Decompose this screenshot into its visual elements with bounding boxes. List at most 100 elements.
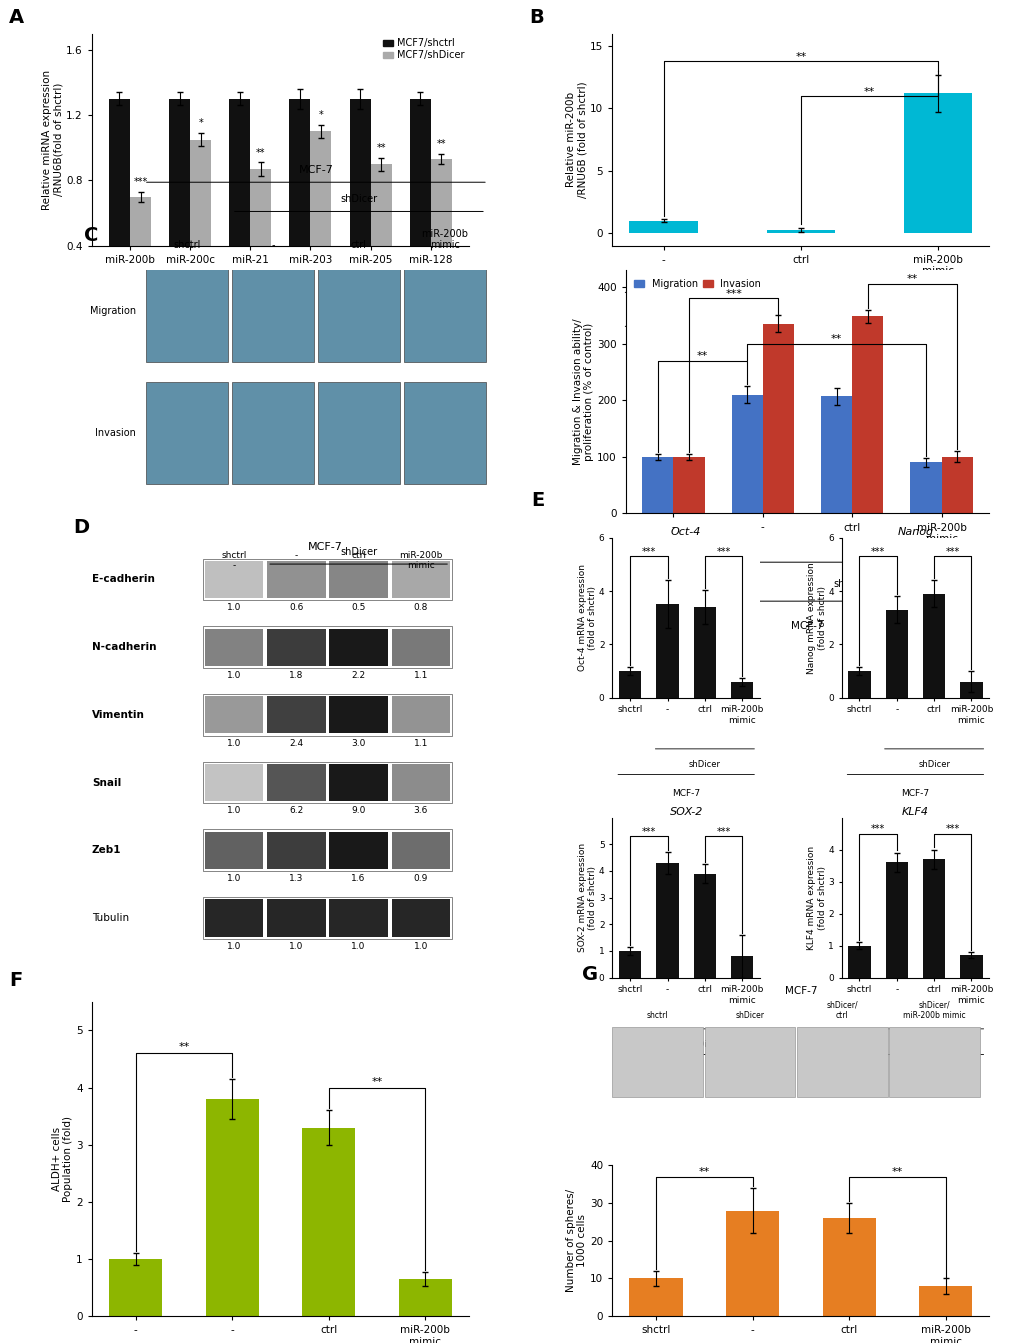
Text: Vimentin: Vimentin — [92, 710, 145, 720]
Bar — [884, 610, 907, 697]
Text: B: B — [529, 8, 543, 27]
FancyBboxPatch shape — [231, 261, 314, 363]
Text: **: ** — [830, 334, 842, 344]
Bar — [959, 955, 981, 978]
Bar — [329, 629, 387, 666]
Text: ***: *** — [945, 825, 959, 834]
Bar — [629, 1279, 682, 1316]
Bar — [673, 457, 704, 513]
Legend: MCF7/shctrl, MCF7/shDicer: MCF7/shctrl, MCF7/shDicer — [382, 39, 464, 60]
Text: shDicer: shDicer — [917, 760, 949, 770]
Text: **: ** — [376, 142, 385, 153]
Text: shDicer: shDicer — [339, 548, 377, 557]
Text: 0.8: 0.8 — [414, 603, 428, 612]
Bar — [391, 764, 449, 802]
Bar — [267, 831, 325, 869]
Text: ***: *** — [641, 827, 655, 837]
Text: ***: *** — [945, 547, 959, 557]
Text: *: * — [198, 118, 203, 128]
Bar — [169, 99, 190, 312]
Text: 2.4: 2.4 — [289, 739, 304, 748]
Bar — [731, 682, 753, 697]
Bar — [655, 604, 678, 697]
Text: miR-200b
mimic: miR-200b mimic — [421, 228, 468, 250]
Bar — [267, 900, 325, 936]
Bar — [350, 99, 370, 312]
FancyBboxPatch shape — [404, 261, 485, 363]
Text: 1.3: 1.3 — [289, 874, 304, 884]
Text: 3.6: 3.6 — [414, 806, 428, 815]
Bar — [250, 169, 271, 312]
Bar — [629, 220, 697, 234]
Bar — [289, 99, 310, 312]
Title: KLF4: KLF4 — [901, 807, 928, 817]
Y-axis label: Number of spheres/
1000 cells: Number of spheres/ 1000 cells — [566, 1189, 587, 1292]
Text: 2.2: 2.2 — [352, 672, 366, 680]
Text: 6.2: 6.2 — [289, 806, 304, 815]
Text: ctrl: ctrl — [351, 240, 367, 250]
Text: 1.0: 1.0 — [414, 941, 428, 951]
Text: MCF-7: MCF-7 — [901, 788, 928, 798]
Bar — [731, 956, 753, 978]
Bar — [903, 94, 971, 234]
Text: **: ** — [436, 140, 445, 149]
Text: shDicer: shDicer — [850, 309, 888, 320]
Text: MCF-7: MCF-7 — [672, 1069, 700, 1078]
Text: **: ** — [906, 274, 917, 285]
Bar — [884, 862, 907, 978]
Bar — [851, 317, 882, 513]
Text: **: ** — [863, 87, 874, 97]
Text: MCF-7: MCF-7 — [299, 165, 333, 175]
Bar — [205, 764, 263, 802]
Text: E-cadherin: E-cadherin — [92, 575, 155, 584]
Bar — [267, 764, 325, 802]
Y-axis label: Oct-4 mRNA expression
(fold of shctrl): Oct-4 mRNA expression (fold of shctrl) — [578, 564, 597, 672]
Text: **: ** — [178, 1042, 190, 1053]
Text: *: * — [318, 110, 323, 120]
FancyBboxPatch shape — [231, 381, 314, 485]
Text: 1.0: 1.0 — [227, 941, 242, 951]
Bar — [302, 1128, 355, 1316]
Bar — [109, 1258, 162, 1316]
Text: 1.0: 1.0 — [227, 874, 242, 884]
Text: 1.0: 1.0 — [352, 941, 366, 951]
Bar — [391, 561, 449, 598]
Y-axis label: ALDH+ cells
Population (fold): ALDH+ cells Population (fold) — [52, 1116, 73, 1202]
Text: MCF-7: MCF-7 — [672, 788, 700, 798]
Bar — [391, 629, 449, 666]
Bar — [909, 462, 941, 513]
Bar — [329, 764, 387, 802]
FancyBboxPatch shape — [889, 1027, 979, 1097]
Text: G: G — [582, 964, 597, 983]
Bar — [820, 396, 851, 513]
Bar — [205, 900, 263, 936]
Text: N-cadherin: N-cadherin — [92, 642, 156, 653]
Y-axis label: Relative miR-200b
/RNU6B (fold of shctrl): Relative miR-200b /RNU6B (fold of shctrl… — [566, 82, 587, 197]
Y-axis label: KLF4 mRNA expression
(fold of shctrl): KLF4 mRNA expression (fold of shctrl) — [806, 846, 826, 950]
Bar — [430, 160, 451, 312]
Text: ***: *** — [870, 547, 884, 557]
Bar — [205, 561, 263, 598]
Bar — [619, 951, 641, 978]
Text: Tubulin: Tubulin — [92, 913, 128, 923]
Bar — [329, 900, 387, 936]
Text: E: E — [531, 490, 543, 510]
Text: -: - — [271, 240, 274, 250]
Y-axis label: Relative miRNA expression
/RNU6B(fold of shctrl): Relative miRNA expression /RNU6B(fold of… — [42, 70, 63, 210]
Y-axis label: Migration & Invasion ability/
proliferation (% of control): Migration & Invasion ability/ proliferat… — [572, 318, 594, 465]
Text: miR-200b
mimic: miR-200b mimic — [398, 551, 442, 571]
Bar — [693, 607, 715, 697]
Text: shctrl
-: shctrl - — [221, 551, 247, 571]
Text: shctrl: shctrl — [649, 309, 677, 320]
Text: 1.0: 1.0 — [227, 739, 242, 748]
Text: MCF-7: MCF-7 — [308, 543, 342, 552]
Text: shctrl: shctrl — [659, 579, 687, 590]
Bar — [848, 945, 870, 978]
FancyBboxPatch shape — [796, 1027, 887, 1097]
Text: shDicer: shDicer — [688, 1039, 720, 1049]
Bar — [267, 696, 325, 733]
Bar — [398, 1279, 451, 1316]
Bar — [267, 629, 325, 666]
Legend: Migration, Invasion: Migration, Invasion — [630, 275, 764, 293]
Bar — [766, 230, 835, 234]
